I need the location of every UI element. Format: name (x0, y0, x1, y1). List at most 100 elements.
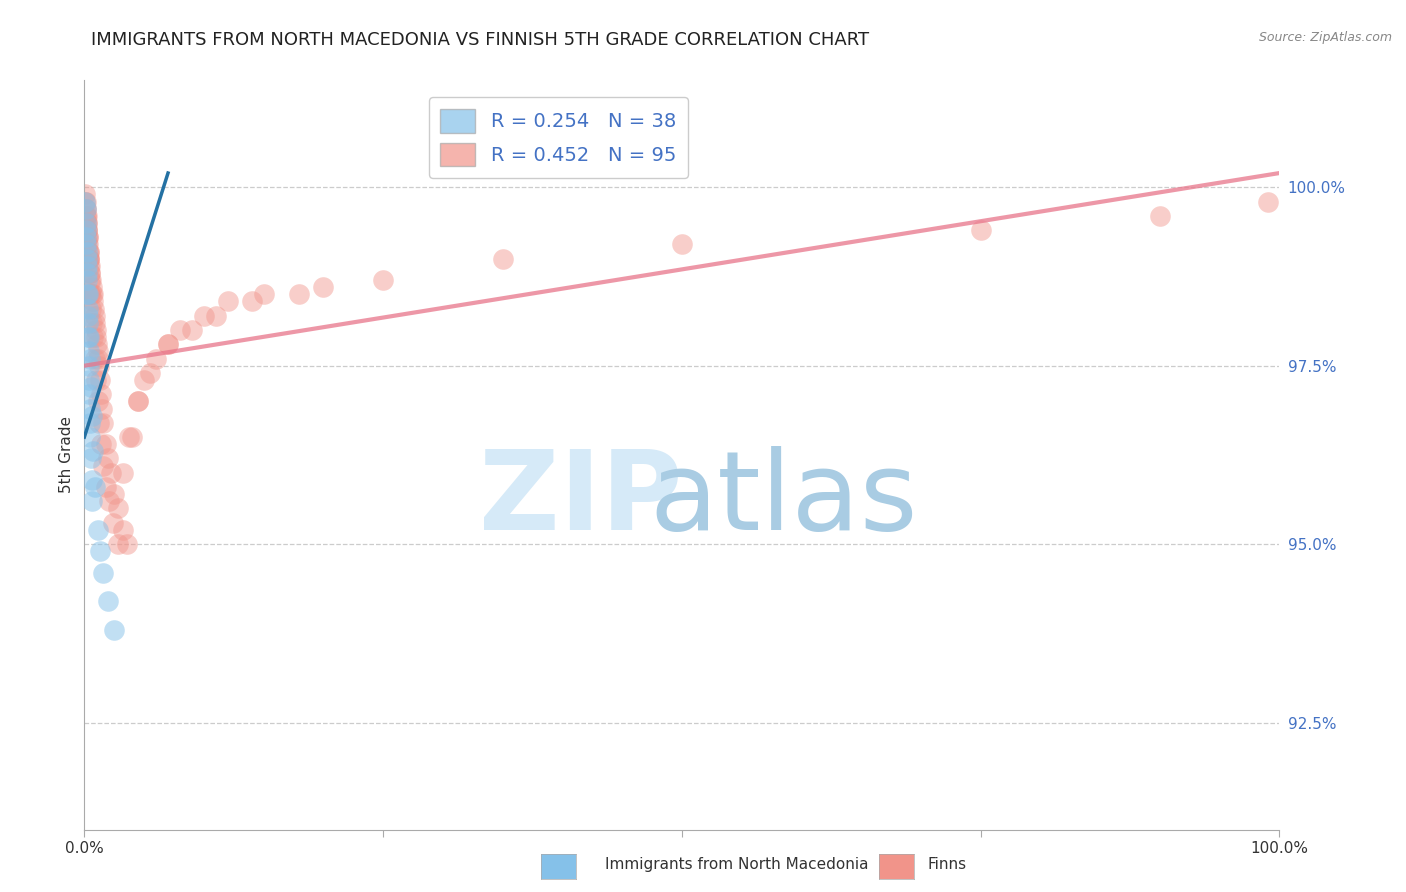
Point (76, 223, 98, 237)
Text: Immigrants from North Macedonia: Immigrants from North Macedonia (605, 857, 868, 872)
Point (77, 344, 100, 359)
Point (93, 566, 115, 580)
Point (76, 237, 98, 252)
Point (77, 309, 100, 323)
Text: ZIP: ZIP (478, 446, 682, 553)
Point (76, 259, 98, 273)
Point (157, 337, 180, 351)
Point (75, 209, 97, 223)
Point (83, 309, 105, 323)
Point (77, 252, 100, 266)
Point (217, 294, 239, 309)
Point (76, 216, 98, 230)
Point (75, 237, 97, 252)
Point (86, 344, 108, 359)
Point (80, 301, 103, 316)
Point (80, 473, 103, 487)
Point (77, 230, 100, 244)
Point (75, 216, 97, 230)
Point (76, 223, 98, 237)
Point (76, 301, 98, 316)
Point (76, 209, 98, 223)
Point (157, 337, 180, 351)
Point (75, 194, 97, 209)
Point (76, 230, 98, 244)
Point (111, 523, 134, 537)
Point (82, 444, 104, 458)
Point (103, 487, 125, 501)
Point (83, 301, 105, 316)
Y-axis label: 5th Grade: 5th Grade (59, 417, 75, 493)
Point (77, 252, 100, 266)
Point (253, 287, 276, 301)
Point (82, 294, 104, 309)
Point (127, 394, 149, 409)
Point (75, 230, 97, 244)
Point (139, 366, 162, 380)
Point (77, 244, 100, 259)
Point (75, 202, 97, 216)
Point (117, 430, 139, 444)
Point (87, 359, 110, 373)
Point (193, 309, 215, 323)
Point (75, 202, 97, 216)
Point (101, 516, 124, 530)
Point (79, 287, 101, 301)
Point (80, 273, 103, 287)
Point (75, 202, 97, 216)
Point (970, 223, 993, 237)
Text: IMMIGRANTS FROM NORTH MACEDONIA VS FINNISH 5TH GRADE CORRELATION CHART: IMMIGRANTS FROM NORTH MACEDONIA VS FINNI… (91, 31, 869, 49)
Point (82, 330, 104, 344)
Point (79, 387, 101, 401)
Text: atlas: atlas (650, 446, 918, 553)
Point (84, 373, 107, 387)
Point (75, 194, 97, 209)
Point (79, 287, 101, 301)
Point (76, 216, 98, 230)
Legend: R = 0.254   N = 38, R = 0.452   N = 95: R = 0.254 N = 38, R = 0.452 N = 95 (429, 97, 688, 178)
Point (79, 401, 101, 416)
Point (75, 194, 97, 209)
Point (100, 466, 122, 480)
Point (312, 280, 335, 294)
Point (288, 287, 311, 301)
Point (97, 451, 120, 466)
Point (77, 244, 100, 259)
Point (76, 223, 98, 237)
Point (77, 373, 100, 387)
Point (86, 523, 108, 537)
Point (86, 330, 108, 344)
Point (84, 316, 107, 330)
Point (77, 330, 100, 344)
Point (79, 266, 101, 280)
Point (77, 237, 100, 252)
Point (82, 287, 104, 301)
Point (80, 451, 103, 466)
Point (77, 316, 100, 330)
Point (76, 273, 98, 287)
Point (89, 544, 111, 558)
Point (90, 437, 112, 451)
Point (82, 494, 104, 508)
Point (79, 380, 101, 394)
Point (89, 416, 111, 430)
Point (73, 187, 96, 202)
Point (132, 373, 156, 387)
Point (87, 351, 110, 366)
Point (76, 230, 98, 244)
Point (93, 458, 115, 473)
Point (76, 266, 98, 280)
Point (77, 244, 100, 259)
Point (79, 252, 101, 266)
Point (76, 244, 98, 259)
Point (79, 266, 101, 280)
Point (1149, 209, 1171, 223)
Point (373, 273, 395, 287)
Point (90, 387, 112, 401)
Point (83, 351, 105, 366)
Point (75, 209, 97, 223)
Point (97, 594, 120, 608)
Point (80, 280, 103, 294)
Point (84, 480, 107, 494)
Point (96, 480, 118, 494)
